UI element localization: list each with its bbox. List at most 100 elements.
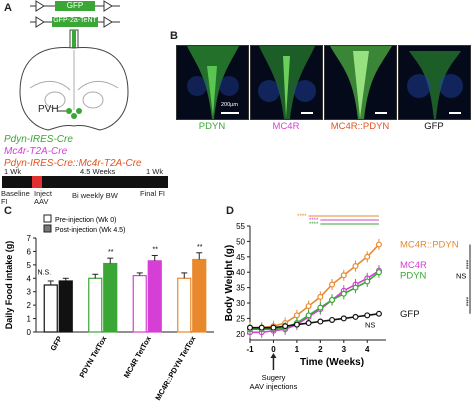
arrow-label: AAV injections [250,382,298,391]
food-intake-chart: 0 1 2 3 4 5 6 7 Daily Food intake (g) Pre-injecti… [4,214,214,402]
y-tick-label: 20 [236,330,245,339]
category-label: MC4R TetTox [122,334,154,380]
image-label-mc4r-pdyn: MC4R::PDYN [330,121,390,132]
legend-label: Post-injection (Wk 4.5) [55,227,125,234]
bar [88,277,103,333]
timeline-seg-1: 1 Wk [4,167,22,176]
significance-label: ** [197,244,203,251]
data-point [282,323,289,330]
data-point [329,296,336,303]
series-label: GFP [400,309,420,320]
data-point [293,321,300,328]
significance-label: **** [309,218,319,224]
y-tick-label: 4 [27,274,32,283]
data-point [317,318,324,325]
data-point [258,324,265,331]
y-tick-label: 7 [27,234,32,243]
construct-top-label: GFP [66,1,84,10]
timeline-baseline: Baseline [1,189,30,198]
scale-bar [221,112,239,114]
timeline-bw: Bi weekly BW [72,191,118,200]
category-label: PDYN TetTox [77,334,108,379]
panel-label-c: C [4,205,12,217]
data-point [375,310,382,317]
pvh-label: PVH [38,104,59,115]
y-tick-label: 45 [236,253,245,262]
image-label-pdyn: PDYN [198,121,226,132]
timeline-aav: AAV [34,197,49,206]
data-point [375,269,382,276]
data-point [329,281,336,288]
significance-label: ** [108,249,114,256]
data-point [305,303,312,310]
data-point [293,312,300,319]
significance-label: N.S. [37,269,51,276]
y-tick-label: 0 [27,328,32,337]
bar [147,260,162,333]
image-label-gfp: GFP [424,121,444,132]
data-point [340,290,347,297]
legend-swatch [43,224,52,233]
y-tick-label: 6 [27,247,32,256]
data-point [317,304,324,311]
data-point [364,278,371,285]
data-point [305,320,312,327]
bar [103,262,118,333]
x-axis-label: Time (Weeks) [300,357,364,368]
series-line [250,313,380,329]
category-label: MC4R::PDYN TetTox [153,334,198,402]
x-tick-label: 2 [318,345,323,354]
scale-bar [375,112,387,114]
panel-label-b: B [170,30,178,42]
data-point [317,293,324,300]
series-label: MC4R [400,260,427,271]
data-point [352,263,359,270]
data-point [364,253,371,260]
significance-label: ** [153,246,159,253]
panel-label-d: D [226,205,234,217]
y-tick-label: 5 [27,261,32,270]
data-point [364,312,371,319]
y-tick-label: 3 [27,288,32,297]
micrograph-mc4r-pdyn [324,45,397,120]
y-tick-label: 50 [236,237,245,246]
series-label: PDYN [400,270,427,281]
bar [58,280,73,333]
surgery-arrowhead [270,353,277,358]
category-label: GFP [48,335,64,353]
x-tick-label: -1 [246,345,254,354]
y-tick-label: 2 [27,301,32,310]
scale-text: 200µm [221,102,238,108]
x-tick-label: 1 [295,345,300,354]
data-point [352,313,359,320]
y-tick-label: 40 [236,268,245,277]
significance-label: **** [309,222,319,228]
y-axis-label: Daily Food intake (g) [4,241,14,330]
timeline-inject: Inject [34,189,52,198]
legend-label: Pre-injection (Wk 0) [55,217,116,224]
genotype-pdyn: Pdyn-IRES-Cre [4,134,73,145]
x-tick-label: 3 [342,345,347,354]
genotype-double: Pdyn-IRES-Cre::Mc4r-T2A-Cre [4,158,142,169]
construct-bottom-label: GFP-2a-TeNT [53,17,97,24]
image-label-mc4r: MC4R [272,121,300,132]
scale-bar [449,112,461,114]
timeline-seg-2: 4.5 Weeks [80,167,116,176]
genotype-mc4r: Mc4r-T2A-Cre [4,146,68,157]
scale-bar [301,112,313,114]
panel-label-a: A [4,2,12,14]
y-tick-label: 25 [236,314,245,323]
significance-label: **** [297,214,307,220]
micrograph-gfp [398,45,471,120]
data-point [352,284,359,291]
series-label: MC4R::PDYN [400,239,459,250]
significance-label: NS [456,271,466,280]
y-axis-label: Body Weight (g) [224,245,235,321]
micrograph-mc4r [250,45,323,120]
data-point [329,316,336,323]
legend-swatch [43,214,52,223]
y-tick-label: 55 [236,222,245,231]
arrow-label: Sugery [262,373,286,382]
significance-label: NS [365,321,375,330]
